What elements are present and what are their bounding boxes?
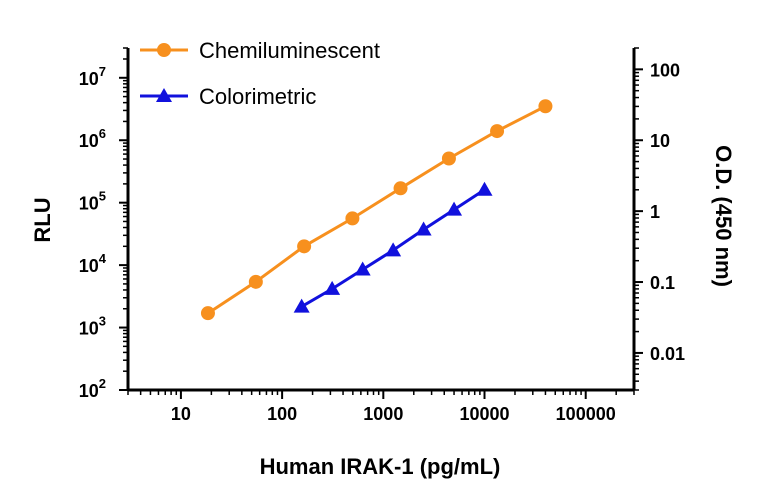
axes-layer: 10 100 1000 10000 100000 102 103 104 105 106 107 0.…	[79, 47, 685, 424]
chemiluminescent-point	[393, 181, 408, 196]
y-left-tick-label: 107	[79, 64, 106, 89]
y-left-tick-label: 102	[79, 376, 106, 401]
legend-swatch-marker	[157, 43, 171, 57]
colorimetric-point	[354, 261, 371, 276]
y-left-axis-title: RLU	[30, 197, 55, 242]
colorimetric-point	[385, 242, 402, 257]
legend-label: Colorimetric	[199, 84, 316, 109]
y-right-tick-label: 1	[650, 202, 660, 222]
chemiluminescent-point	[248, 274, 263, 289]
y-right-tick-label: 10	[650, 131, 670, 151]
x-tick-label: 1000	[363, 404, 403, 424]
x-tick-label: 100	[267, 404, 297, 424]
y-right-tick-label: 0.1	[650, 273, 675, 293]
y-right-axis-title: O.D. (450 nm)	[711, 145, 736, 287]
colorimetric-point	[324, 280, 341, 295]
chemiluminescent-point	[345, 211, 360, 226]
x-tick-label: 10	[171, 404, 191, 424]
chemiluminescent-point	[538, 99, 553, 114]
y-left-tick-label: 105	[79, 189, 106, 214]
chemiluminescent-line	[207, 104, 547, 315]
chemiluminescent-point	[297, 239, 312, 254]
chemiluminescent-point	[490, 124, 505, 139]
chemiluminescent-point	[200, 306, 215, 321]
legend-swatch-marker	[156, 88, 172, 102]
y-left-tick-label: 104	[79, 251, 107, 276]
x-tick-label: 10000	[459, 404, 509, 424]
x-tick-label: 100000	[556, 404, 616, 424]
chemiluminescent-point	[441, 151, 456, 166]
colorimetric-point	[476, 181, 493, 196]
legend: Chemiluminescent Colorimetric	[140, 38, 380, 109]
colorimetric-point	[446, 201, 463, 216]
y-right-tick-label: 0.01	[650, 344, 685, 364]
y-left-tick-label: 106	[79, 126, 106, 151]
series-layer	[200, 99, 553, 321]
colorimetric-point	[415, 221, 432, 236]
y-right-tick-label: 100	[650, 60, 680, 80]
legend-label: Chemiluminescent	[199, 38, 380, 63]
colorimetric-point	[293, 298, 310, 313]
y-left-tick-label: 103	[79, 314, 106, 339]
x-axis-title: Human IRAK-1 (pg/mL)	[260, 454, 501, 479]
